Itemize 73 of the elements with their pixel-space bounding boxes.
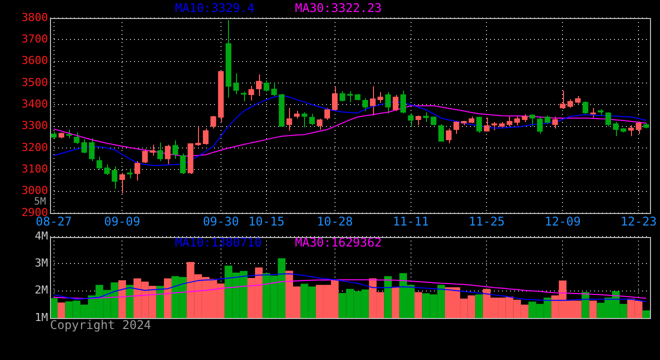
y-tick-label: 3100 <box>22 162 48 176</box>
text: MA10:1380710 <box>175 236 262 250</box>
y-tick-label: 4M <box>34 229 48 242</box>
candlestick <box>400 90 406 114</box>
candlestick <box>316 118 322 130</box>
candlestick <box>96 156 102 170</box>
candlestick <box>392 94 398 112</box>
x-tick-label: 10-15 <box>248 214 285 228</box>
x-tick-label: 11-25 <box>468 214 505 228</box>
candlestick <box>332 86 338 112</box>
candlestick <box>81 138 88 154</box>
candlestick <box>385 92 391 114</box>
y-tick-label: 3700 <box>22 32 48 46</box>
candlestick <box>119 172 125 194</box>
candlestick <box>302 112 308 128</box>
text: MA30:3322.23 <box>295 1 382 16</box>
y-tick-label: 3600 <box>22 54 48 68</box>
x-tick-label: 09-09 <box>104 214 140 228</box>
candlestick <box>484 117 490 132</box>
candlestick <box>157 142 163 162</box>
x-tick-label: 12-23 <box>620 214 657 228</box>
candlestick <box>605 112 612 127</box>
text: Copyright 2024 <box>50 318 152 332</box>
candlestick <box>324 107 330 120</box>
y-tick-label: 3000 <box>22 184 48 198</box>
candlestick <box>438 124 444 142</box>
candlestick <box>195 126 201 146</box>
candlestick <box>612 122 619 137</box>
text: MA10:3329.4 <box>175 1 254 16</box>
candlestick <box>454 120 460 134</box>
candlestick <box>582 100 588 114</box>
candlestick <box>210 115 216 129</box>
x-tick-label: 09-30 <box>202 214 239 228</box>
candlestick <box>256 74 262 96</box>
candlestick <box>446 128 452 144</box>
y-tick-label: 3200 <box>22 140 48 154</box>
candlestick <box>180 152 186 174</box>
y-tick-label: 3M <box>34 256 48 270</box>
candlestick <box>340 90 346 102</box>
x-tick-label: 12-09 <box>544 214 581 228</box>
candlestick <box>590 107 596 118</box>
candlestick <box>370 86 376 116</box>
candlestick <box>309 113 315 126</box>
candlestick <box>134 160 140 181</box>
candlestick <box>172 140 178 160</box>
x-tick-label: 11-11 <box>392 214 429 228</box>
y-tick-label: 3500 <box>22 76 48 89</box>
candlestick <box>552 116 558 129</box>
candlestick <box>164 144 171 165</box>
candlestick <box>362 98 368 112</box>
candlestick <box>286 107 292 132</box>
y-tick-label: 3300 <box>22 119 48 132</box>
candlestick <box>636 121 642 134</box>
candlestick <box>347 90 353 103</box>
y-tick-label: 2M <box>34 284 48 297</box>
candlestick <box>408 112 414 127</box>
candlestick <box>476 116 482 134</box>
candlestick <box>88 138 95 162</box>
text: MA30:1629362 <box>295 236 382 250</box>
y-tick-label: 3800 <box>22 10 48 24</box>
candlestick <box>537 116 543 134</box>
y-tick-label: 1M <box>34 310 48 324</box>
candlestick <box>506 116 512 127</box>
candlestick <box>628 124 634 137</box>
candlestick <box>126 168 133 179</box>
text: 5M <box>34 196 46 208</box>
x-tick-label: 10-28 <box>316 214 353 228</box>
candlestick <box>202 128 209 146</box>
candlestick <box>248 85 254 101</box>
candlestick <box>416 115 422 126</box>
y-tick-label: 3400 <box>22 98 48 111</box>
candlestick <box>74 132 80 145</box>
candlestick <box>560 90 566 110</box>
